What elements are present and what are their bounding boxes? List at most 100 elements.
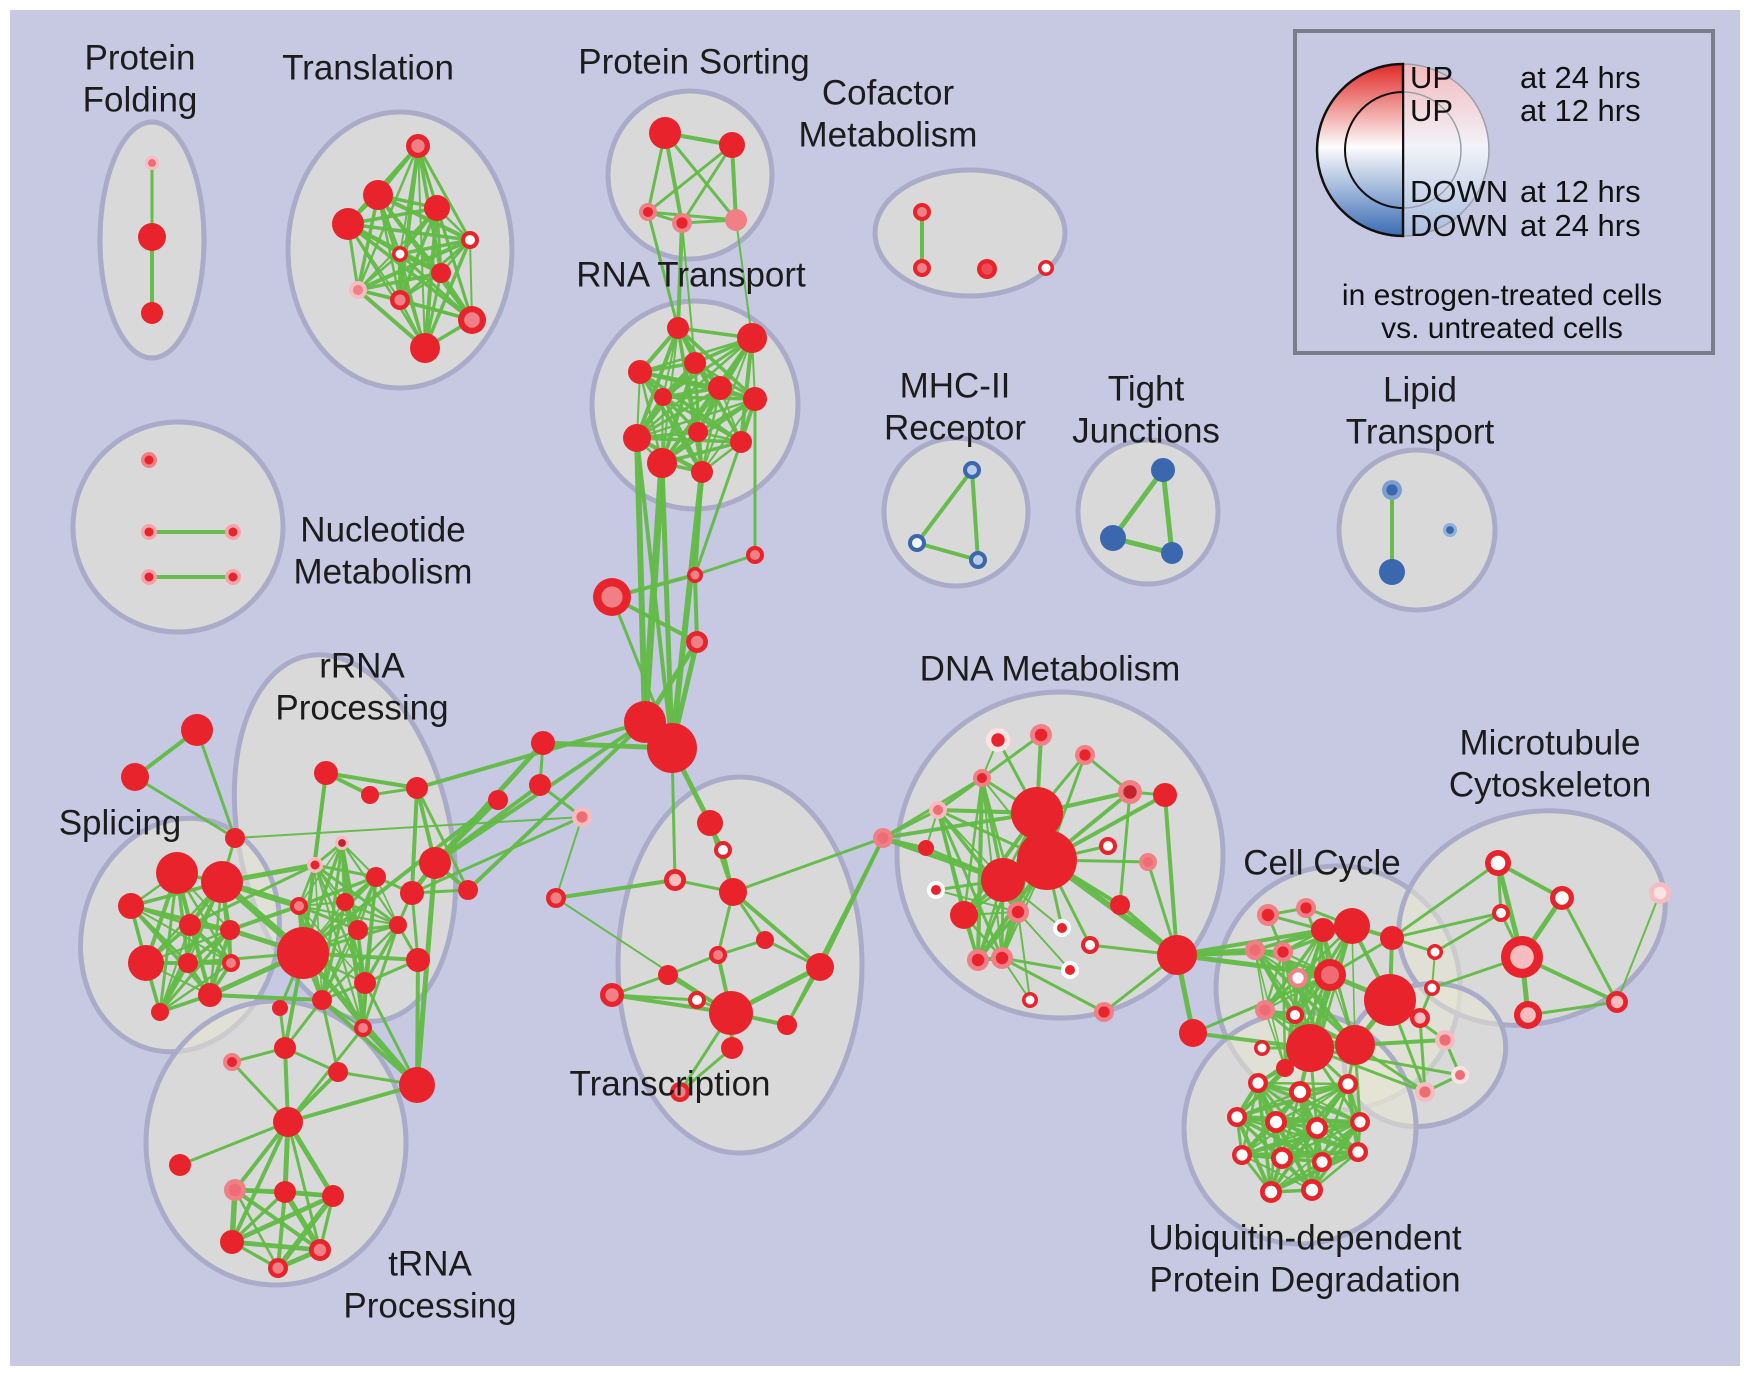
cluster-protein-sorting-label: Protein Sorting bbox=[578, 42, 810, 81]
network-node bbox=[348, 920, 368, 940]
network-edge bbox=[435, 206, 474, 322]
network-edge bbox=[230, 1190, 287, 1244]
network-node bbox=[156, 852, 198, 894]
network-node bbox=[1139, 853, 1157, 871]
network-node bbox=[220, 920, 240, 940]
network-node bbox=[389, 916, 407, 934]
network-node bbox=[1100, 525, 1126, 551]
network-node bbox=[967, 949, 989, 971]
network-edge bbox=[344, 901, 364, 1029]
network-edge bbox=[415, 720, 647, 790]
network-edge bbox=[356, 193, 380, 292]
network-edge bbox=[659, 460, 675, 751]
network-edge bbox=[915, 468, 974, 545]
network-edge bbox=[980, 733, 1043, 780]
network-node bbox=[963, 461, 981, 479]
network-node bbox=[743, 387, 767, 411]
network-node bbox=[1514, 1001, 1542, 1029]
network-node bbox=[973, 769, 991, 787]
network-node bbox=[1153, 783, 1177, 807]
network-node bbox=[128, 945, 164, 981]
network-node bbox=[623, 424, 651, 452]
network-edge bbox=[1390, 861, 1500, 940]
network-node bbox=[1350, 1112, 1370, 1132]
network-edge bbox=[422, 205, 440, 351]
network-edge bbox=[701, 398, 756, 473]
network-node bbox=[309, 1239, 331, 1261]
network-node bbox=[392, 246, 408, 262]
legend-footer-line: in estrogen-treated cells bbox=[1342, 279, 1662, 312]
network-edge bbox=[635, 397, 757, 440]
legend-footer-line: vs. untreated cells bbox=[1381, 312, 1623, 345]
legend-time-label: at 12 hrs bbox=[1520, 174, 1641, 209]
network-node bbox=[1485, 850, 1511, 876]
network-node bbox=[141, 524, 157, 540]
network-node bbox=[225, 828, 245, 848]
network-node bbox=[335, 836, 349, 850]
network-node bbox=[488, 790, 508, 810]
network-edge bbox=[555, 816, 583, 899]
network-edge bbox=[1256, 1081, 1273, 1194]
cluster-cell-cycle-label: Cell Cycle bbox=[1243, 843, 1401, 882]
network-edge bbox=[286, 1026, 365, 1124]
network-node bbox=[908, 534, 926, 552]
network-node bbox=[1382, 480, 1402, 500]
network-node bbox=[1424, 980, 1440, 996]
network-node bbox=[406, 777, 428, 799]
network-node bbox=[1338, 1074, 1358, 1094]
network-edge bbox=[423, 238, 472, 350]
network-edge bbox=[129, 904, 212, 997]
network-edge bbox=[646, 210, 738, 222]
network-node bbox=[431, 263, 451, 283]
network-edge bbox=[738, 335, 755, 445]
network-edge bbox=[693, 440, 743, 577]
network-edge bbox=[1560, 896, 1619, 1004]
network-node bbox=[719, 132, 745, 158]
network-node bbox=[406, 134, 430, 158]
network-node bbox=[593, 578, 631, 616]
network-edge bbox=[785, 836, 885, 1027]
network-node bbox=[145, 156, 159, 170]
network-node bbox=[406, 948, 430, 972]
network-node bbox=[1245, 940, 1265, 960]
network-edge bbox=[637, 369, 758, 402]
network-node bbox=[1348, 1142, 1368, 1162]
network-node bbox=[314, 761, 338, 785]
network-node bbox=[141, 569, 157, 585]
network-node bbox=[647, 723, 697, 773]
cluster-mhc-ii-receptor-label: Receptor bbox=[884, 408, 1026, 447]
cluster-trna-processing-label: Processing bbox=[343, 1286, 516, 1325]
network-node bbox=[1306, 1117, 1328, 1139]
network-edge bbox=[1526, 1000, 1619, 1017]
network-edge bbox=[1310, 1120, 1362, 1192]
network-node bbox=[1053, 919, 1071, 937]
network-node bbox=[1443, 523, 1457, 537]
network-node bbox=[697, 810, 723, 836]
network-node bbox=[1075, 745, 1095, 765]
network-edge bbox=[208, 993, 324, 1002]
network-node bbox=[977, 259, 997, 279]
legend-up-down-glyph bbox=[1315, 62, 1490, 238]
network-node bbox=[349, 281, 367, 299]
network-node bbox=[201, 861, 243, 903]
network-node bbox=[1232, 1145, 1252, 1165]
legend: UP at 24 hrs UP at 12 hrs DOWN at 12 hrs DOWN a… bbox=[1293, 29, 1715, 355]
network-node bbox=[950, 901, 978, 929]
network-node bbox=[1017, 830, 1077, 890]
network-edge bbox=[1274, 1082, 1350, 1124]
cluster-mhc-ii-receptor-label: MHC-II bbox=[900, 366, 1011, 405]
network-node bbox=[225, 524, 241, 540]
network-edge bbox=[188, 923, 212, 997]
network-node bbox=[929, 801, 947, 819]
network-edge bbox=[678, 1046, 734, 1094]
network-node bbox=[737, 323, 767, 353]
legend-direction-label: DOWN bbox=[1410, 208, 1508, 243]
network-node bbox=[336, 893, 354, 911]
network-node bbox=[686, 631, 708, 653]
network-node bbox=[138, 223, 166, 251]
network-node bbox=[410, 333, 440, 363]
network-node bbox=[169, 1154, 191, 1176]
legend-time-label: at 24 hrs bbox=[1520, 208, 1641, 243]
